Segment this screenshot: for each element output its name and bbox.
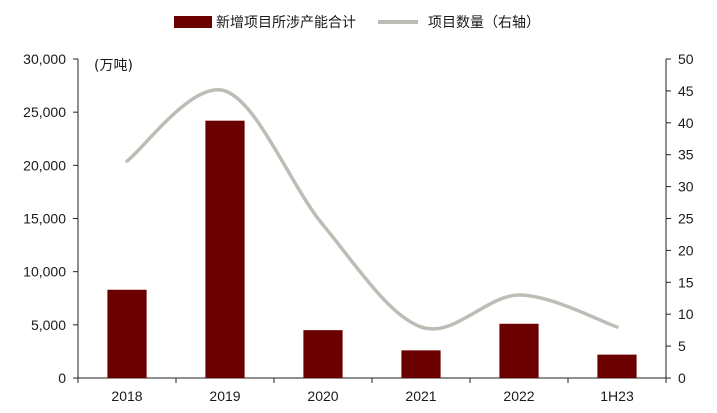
axes bbox=[77, 59, 667, 379]
bar-2019 bbox=[205, 120, 245, 378]
bar-2021 bbox=[401, 350, 441, 378]
y-left-tick-label: 25,000 bbox=[23, 104, 66, 120]
y-right-tick-label: 0 bbox=[678, 370, 686, 386]
x-tick-label: 1H23 bbox=[600, 388, 634, 404]
y-right-tick-label: 10 bbox=[678, 306, 694, 322]
y-right-tick-label: 45 bbox=[678, 83, 694, 99]
y-right-tick-label: 50 bbox=[678, 51, 694, 67]
y-left-tick-label: 5,000 bbox=[31, 317, 66, 333]
bars bbox=[107, 120, 637, 378]
bar-2018 bbox=[107, 289, 147, 378]
legend: 新增项目所涉产能合计 项目数量（右轴） bbox=[174, 15, 540, 31]
x-tick-label: 2021 bbox=[405, 388, 436, 404]
bar-2022 bbox=[499, 323, 539, 378]
y-left-tick-label: 10,000 bbox=[23, 264, 66, 280]
legend-label-projects: 项目数量（右轴） bbox=[428, 15, 540, 31]
y-right-tick-label: 15 bbox=[678, 274, 694, 290]
y-right-tick-label: 35 bbox=[678, 147, 694, 163]
y-right-tick-label: 5 bbox=[678, 338, 686, 354]
x-tick-label: 2019 bbox=[209, 388, 240, 404]
line-projects bbox=[125, 88, 619, 331]
y-left-tick-label: 0 bbox=[58, 370, 66, 386]
y-left-tick-label: 20,000 bbox=[23, 157, 66, 173]
legend-label-capacity: 新增项目所涉产能合计 bbox=[216, 15, 356, 31]
x-tick-label: 2022 bbox=[503, 388, 534, 404]
y-left-tick-label: 30,000 bbox=[23, 51, 66, 67]
x-axis-ticks: 2018 2019 2020 2021 2022 1H23 bbox=[77, 378, 667, 404]
y-right-tick-label: 30 bbox=[678, 179, 694, 195]
y-right-tick-label: 40 bbox=[678, 115, 694, 131]
bar-2020 bbox=[303, 330, 343, 378]
legend-swatch-capacity bbox=[174, 16, 212, 28]
y-right-tick-label: 20 bbox=[678, 242, 694, 258]
bar-1H23 bbox=[597, 354, 637, 378]
line-series bbox=[125, 88, 619, 331]
x-tick-label: 2018 bbox=[111, 388, 142, 404]
y-axis-unit-label: (万吨) bbox=[94, 58, 133, 74]
x-tick-label: 2020 bbox=[307, 388, 338, 404]
y-right-tick-label: 25 bbox=[678, 211, 694, 227]
y-axis-right-ticks: 0 5 10 15 20 25 30 35 40 45 50 bbox=[666, 51, 694, 386]
y-axis-left-ticks: 0 5,000 10,000 15,000 20,000 25,000 30,000 bbox=[23, 51, 78, 386]
y-left-tick-label: 15,000 bbox=[23, 211, 66, 227]
